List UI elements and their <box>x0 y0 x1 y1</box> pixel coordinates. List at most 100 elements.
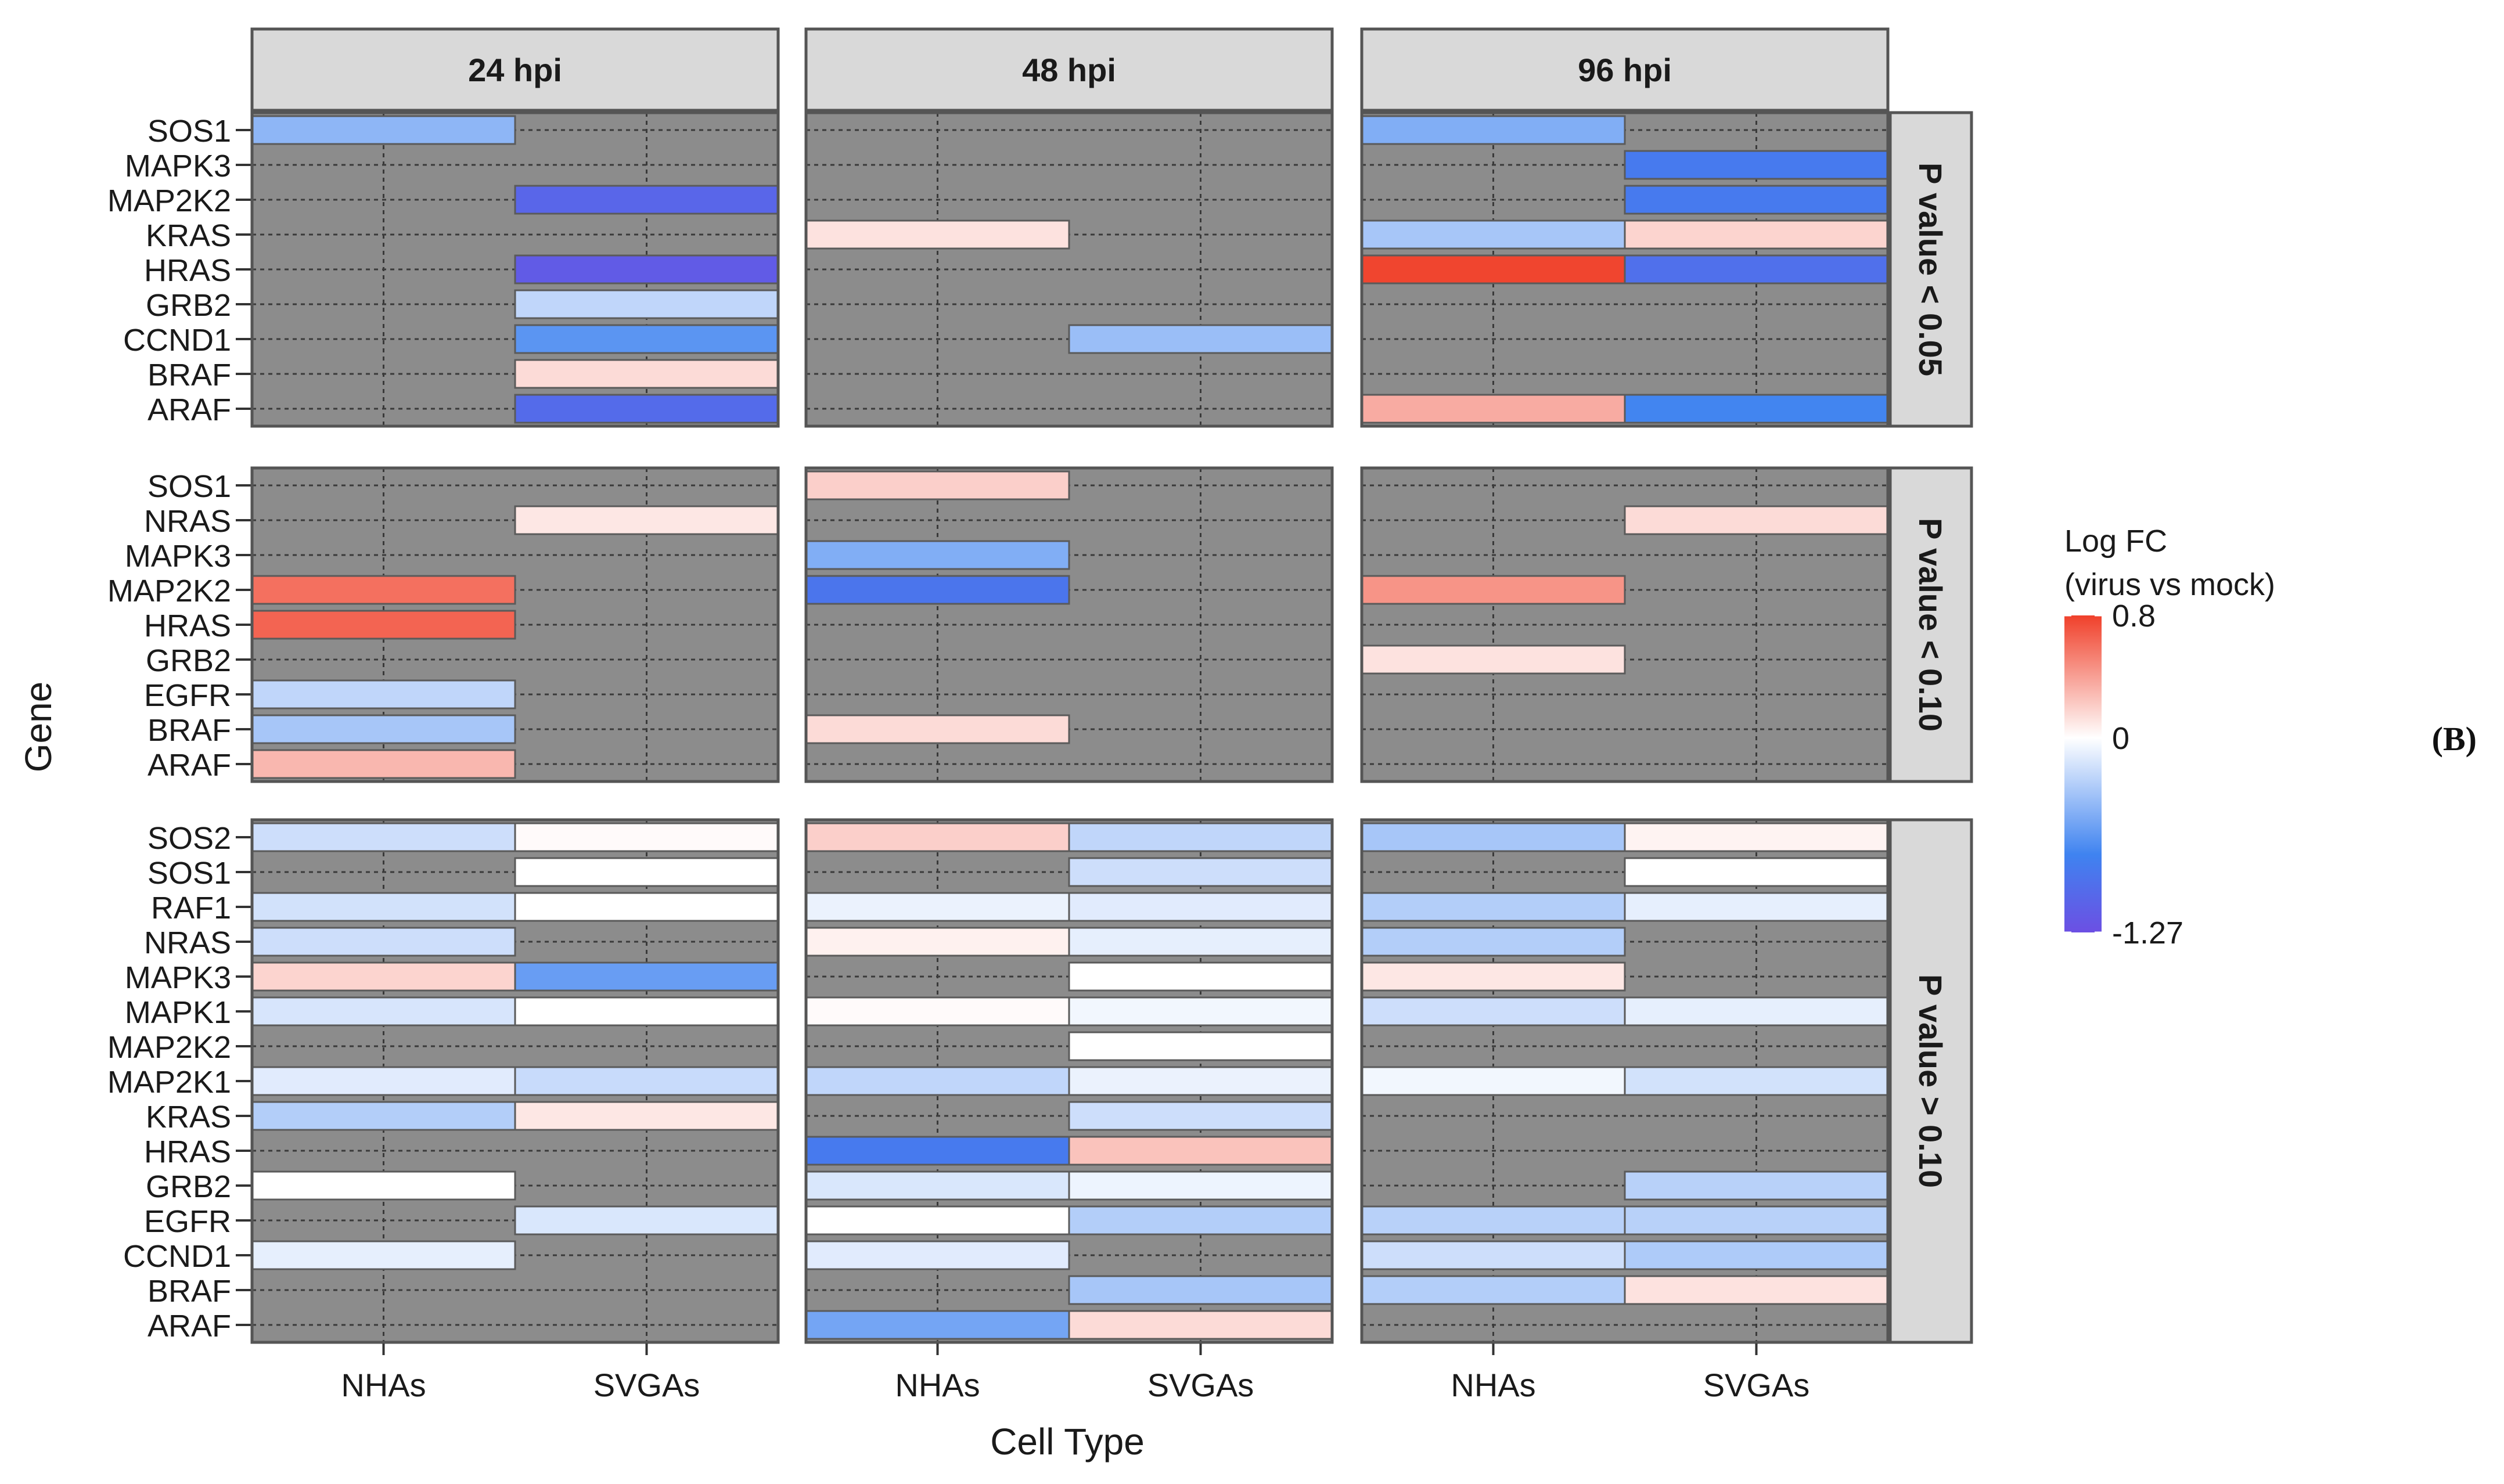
heat-tile-egfr-svgas <box>1068 1205 1333 1236</box>
heat-tile-braf-svgas <box>1068 1275 1333 1305</box>
heat-tile-grb2-svgas <box>1624 1170 1889 1201</box>
heat-tile-egfr-svgas <box>1624 1205 1889 1236</box>
heat-tile-sos1-svgas <box>514 857 779 887</box>
heat-tile-sos1-svgas <box>1068 857 1333 887</box>
heat-tile-sos2-svgas <box>1624 822 1889 852</box>
panel-border <box>250 111 780 428</box>
legend-tick-label: 0.8 <box>2112 599 2156 633</box>
panel-border <box>804 466 1334 783</box>
heat-tile-sos2-nhas <box>805 822 1070 852</box>
heat-tile-map2k2-svgas <box>1068 1031 1333 1061</box>
heat-tile-mapk1-svgas <box>1624 996 1889 1026</box>
heat-tile-map2k1-svgas <box>1624 1066 1889 1096</box>
heat-tile-ccnd1-svgas <box>1068 324 1333 354</box>
gene-label-mapk3: MAPK3 <box>125 149 231 183</box>
heat-tile-raf1-svgas <box>1068 892 1333 922</box>
gene-label-braf: BRAF <box>147 358 231 392</box>
heat-tile-araf-svgas <box>1068 1310 1333 1340</box>
gene-label-kras: KRAS <box>146 1100 231 1134</box>
x-tick-label-nhas: NHAs <box>895 1367 980 1403</box>
row-strip-box <box>1888 818 1973 1344</box>
heat-tile-sos2-svgas <box>514 822 779 852</box>
heat-tile-hras-nhas <box>805 1136 1070 1166</box>
legend-colorbar <box>2064 615 2102 932</box>
column-strip-box <box>250 27 780 112</box>
heat-tile-map2k1-svgas <box>1068 1066 1333 1096</box>
color-legend: Log FC (virus vs mock)0.8 0 -1.27 <box>2064 524 2275 950</box>
gene-label-raf1: RAF1 <box>151 891 231 925</box>
heat-tile-raf1-nhas <box>251 892 516 922</box>
heat-tile-raf1-nhas <box>1361 892 1626 922</box>
column-strip-48-hpi: 48 hpi <box>804 27 1334 112</box>
row-strip-box <box>1888 111 1973 428</box>
heat-tile-map2k2-svgas <box>514 185 779 215</box>
row-strip-label: P value > 0.10 <box>1912 974 1949 1188</box>
panel-48-hpi-1 <box>804 111 1334 428</box>
panel-border <box>804 818 1334 1344</box>
heat-tile-araf-svgas <box>1624 394 1889 424</box>
legend-title: Log FC <box>2064 524 2167 559</box>
heat-tile-hras-svgas <box>1624 254 1889 284</box>
panel-96-hpi-2 <box>1360 466 1890 783</box>
heat-tile-araf-nhas <box>1361 394 1626 424</box>
panel-border <box>250 466 780 783</box>
panel-label: (B) <box>2432 720 2477 758</box>
heat-tile-grb2-nhas <box>251 1170 516 1201</box>
column-strip-label: 24 hpi <box>468 52 562 88</box>
gene-label-map2k2: MAP2K2 <box>107 574 231 608</box>
gene-label-ccnd1: CCND1 <box>123 323 231 358</box>
x-tick-label-svgas: SVGAs <box>1703 1367 1810 1403</box>
panel-border <box>1360 818 1890 1344</box>
heat-tile-kras-nhas <box>1361 219 1626 250</box>
gene-label-map2k2: MAP2K2 <box>107 1030 231 1065</box>
panel-48-hpi-3 <box>804 818 1334 1344</box>
heat-tile-raf1-nhas <box>805 892 1070 922</box>
row-strip-2: P value < 0.10 <box>1888 466 1973 783</box>
heat-tile-kras-nhas <box>805 219 1070 250</box>
heat-tile-hras-nhas <box>251 610 516 640</box>
x-axis-title: Cell Type <box>990 1421 1145 1463</box>
heat-tile-ccnd1-nhas <box>805 1240 1070 1270</box>
gene-label-map2k2: MAP2K2 <box>107 183 231 218</box>
heat-tile-grb2-nhas <box>1361 644 1626 675</box>
heat-tile-kras-svgas <box>514 1101 779 1131</box>
heat-tile-ccnd1-svgas <box>514 324 779 354</box>
gene-label-grb2: GRB2 <box>146 643 231 678</box>
panel-border <box>1360 111 1890 428</box>
gene-label-sos2: SOS2 <box>147 821 231 856</box>
heat-tile-map2k1-svgas <box>514 1066 779 1096</box>
heat-tile-hras-nhas <box>1361 254 1626 284</box>
heat-tile-egfr-nhas <box>805 1205 1070 1236</box>
gene-label-kras: KRAS <box>146 218 231 253</box>
column-strip-box <box>1360 27 1890 112</box>
heat-tile-grb2-svgas <box>514 289 779 319</box>
gene-label-araf: ARAF <box>147 1309 231 1343</box>
heat-tile-mapk1-svgas <box>514 996 779 1026</box>
heat-tile-kras-nhas <box>251 1101 516 1131</box>
heat-tile-braf-nhas <box>805 714 1070 744</box>
heat-tile-map2k1-nhas <box>251 1066 516 1096</box>
heat-tile-nras-svgas <box>1068 927 1333 957</box>
heat-tile-mapk3-nhas <box>251 961 516 992</box>
heat-tile-braf-svgas <box>514 359 779 389</box>
gene-label-egfr: EGFR <box>144 678 231 713</box>
gene-label-sos1: SOS1 <box>147 114 231 149</box>
column-strip-label: 48 hpi <box>1022 52 1116 88</box>
column-strip-label: 96 hpi <box>1578 52 1672 88</box>
column-strip-box <box>804 27 1334 112</box>
gene-label-mapk1: MAPK1 <box>125 995 231 1030</box>
x-tick-label-nhas: NHAs <box>341 1367 426 1403</box>
heat-tile-hras-svgas <box>1068 1136 1333 1166</box>
panel-48-hpi-2 <box>804 466 1334 783</box>
heat-tile-sos2-nhas <box>1361 822 1626 852</box>
panel-border <box>1360 466 1890 783</box>
heat-tile-mapk3-svgas <box>1624 150 1889 180</box>
heat-tile-grb2-svgas <box>1068 1170 1333 1201</box>
heat-tile-mapk3-nhas <box>805 540 1070 570</box>
heat-tile-braf-nhas <box>1361 1275 1626 1305</box>
heat-tile-grb2-nhas <box>805 1170 1070 1201</box>
row-strip-label: P value < 0.05 <box>1912 163 1949 376</box>
panel-24-hpi-3 <box>250 818 780 1344</box>
heat-tile-nras-nhas <box>805 927 1070 957</box>
heat-tile-araf-nhas <box>251 749 516 779</box>
